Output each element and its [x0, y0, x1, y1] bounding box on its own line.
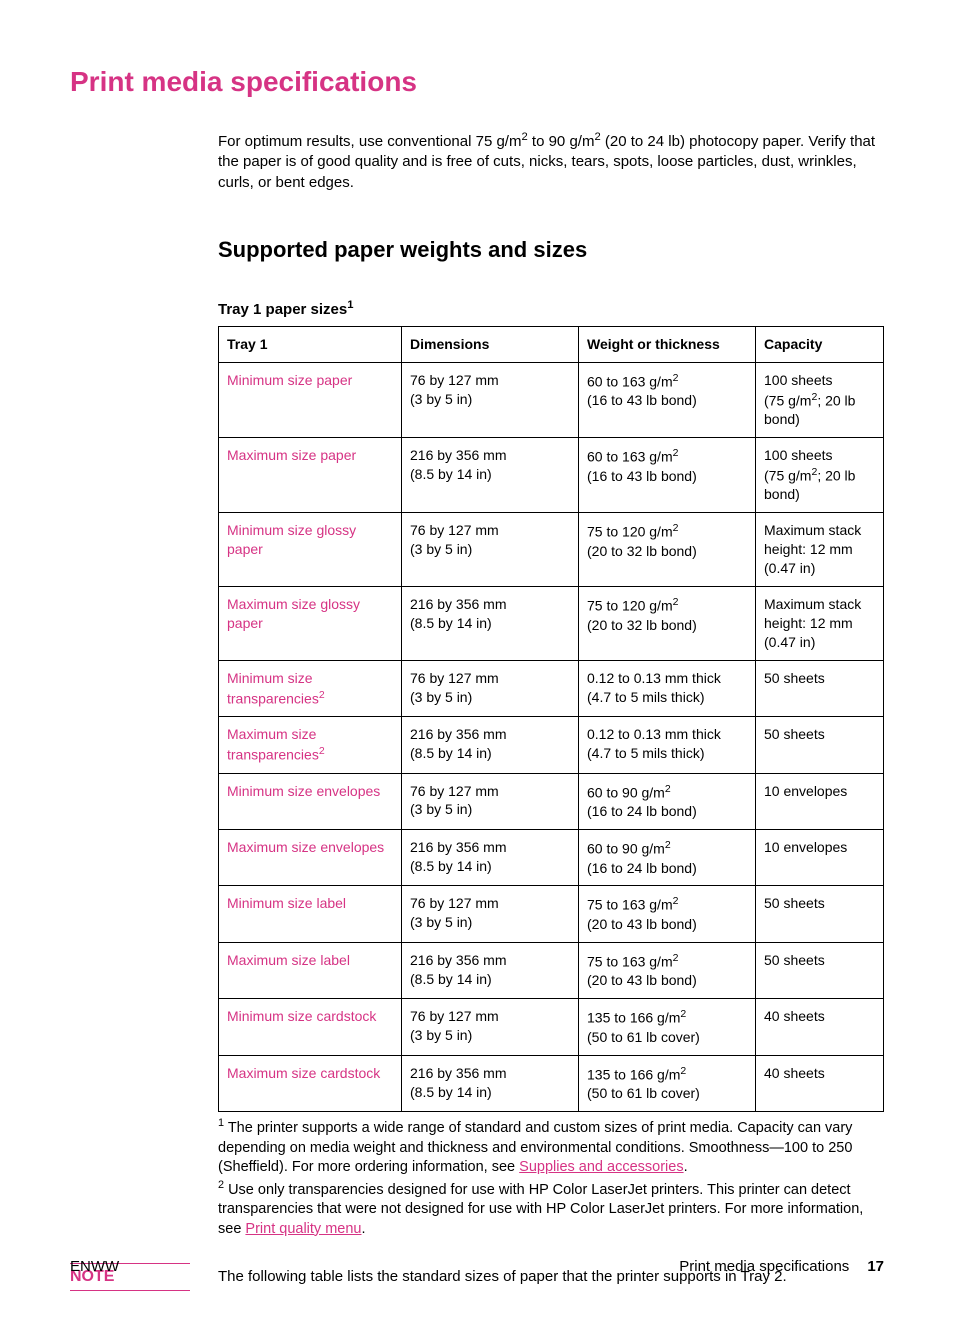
- cell-weight: 135 to 166 g/m2(50 to 61 lb cover): [579, 999, 756, 1055]
- cell-capacity: 50 sheets: [756, 717, 884, 773]
- cell-dimensions: 76 by 127 mm(3 by 5 in): [402, 773, 579, 829]
- table-row: Minimum size transparencies276 by 127 mm…: [219, 660, 884, 716]
- tray1-table: Tray 1 Dimensions Weight or thickness Ca…: [218, 326, 884, 1112]
- cell-capacity: 50 sheets: [756, 660, 884, 716]
- table-header: Tray 1: [219, 326, 402, 362]
- body-column: For optimum results, use conventional 75…: [218, 130, 884, 1239]
- table-caption: Tray 1 paper sizes1: [218, 299, 884, 318]
- cell-dimensions: 216 by 356 mm(8.5 by 14 in): [402, 586, 579, 660]
- row-label: Maximum size transparencies2: [219, 717, 402, 773]
- cell-dimensions: 76 by 127 mm(3 by 5 in): [402, 999, 579, 1055]
- cell-weight: 0.12 to 0.13 mm thick(4.7 to 5 mils thic…: [579, 717, 756, 773]
- footnote-text: .: [684, 1159, 688, 1175]
- footnote-text: .: [361, 1221, 365, 1237]
- page: Print media specifications For optimum r…: [0, 0, 954, 1331]
- cell-capacity: 10 envelopes: [756, 829, 884, 885]
- row-label: Maximum size envelopes: [219, 829, 402, 885]
- cell-dimensions: 216 by 356 mm(8.5 by 14 in): [402, 829, 579, 885]
- table-row: Maximum size paper216 by 356 mm(8.5 by 1…: [219, 437, 884, 512]
- cell-weight: 75 to 120 g/m2(20 to 32 lb bond): [579, 586, 756, 660]
- cell-dimensions: 216 by 356 mm(8.5 by 14 in): [402, 1055, 579, 1111]
- cell-weight: 75 to 120 g/m2(20 to 32 lb bond): [579, 513, 756, 587]
- row-label: Minimum size transparencies2: [219, 660, 402, 716]
- cell-weight: 75 to 163 g/m2(20 to 43 lb bond): [579, 886, 756, 942]
- cell-capacity: 100 sheets(75 g/m2; 20 lb bond): [756, 362, 884, 437]
- print-quality-link[interactable]: Print quality menu: [245, 1221, 361, 1237]
- footnote-1: 1 The printer supports a wide range of s…: [218, 1116, 884, 1178]
- page-number: 17: [867, 1258, 884, 1275]
- cell-capacity: Maximum stack height: 12 mm (0.47 in): [756, 586, 884, 660]
- page-footer: ENWW Print media specifications 17: [70, 1258, 884, 1275]
- cell-weight: 60 to 163 g/m2(16 to 43 lb bond): [579, 362, 756, 437]
- table-row: Minimum size label76 by 127 mm(3 by 5 in…: [219, 886, 884, 942]
- cell-capacity: 50 sheets: [756, 942, 884, 998]
- table-row: Minimum size paper76 by 127 mm(3 by 5 in…: [219, 362, 884, 437]
- cell-dimensions: 76 by 127 mm(3 by 5 in): [402, 660, 579, 716]
- cell-dimensions: 76 by 127 mm(3 by 5 in): [402, 362, 579, 437]
- table-row: Maximum size cardstock216 by 356 mm(8.5 …: [219, 1055, 884, 1111]
- cell-dimensions: 76 by 127 mm(3 by 5 in): [402, 886, 579, 942]
- cell-weight: 75 to 163 g/m2(20 to 43 lb bond): [579, 942, 756, 998]
- row-label: Maximum size paper: [219, 437, 402, 512]
- page-title: Print media specifications: [70, 66, 884, 98]
- footnotes: 1 The printer supports a wide range of s…: [218, 1116, 884, 1239]
- cell-weight: 60 to 90 g/m2(16 to 24 lb bond): [579, 773, 756, 829]
- row-label: Minimum size glossy paper: [219, 513, 402, 587]
- table-header-row: Tray 1 Dimensions Weight or thickness Ca…: [219, 326, 884, 362]
- cell-dimensions: 216 by 356 mm(8.5 by 14 in): [402, 437, 579, 512]
- table-header: Capacity: [756, 326, 884, 362]
- footer-right: Print media specifications 17: [679, 1258, 884, 1275]
- supplies-link[interactable]: Supplies and accessories: [519, 1159, 683, 1175]
- row-label: Maximum size cardstock: [219, 1055, 402, 1111]
- table-row: Minimum size envelopes76 by 127 mm(3 by …: [219, 773, 884, 829]
- cell-capacity: 40 sheets: [756, 1055, 884, 1111]
- cell-capacity: 100 sheets(75 g/m2; 20 lb bond): [756, 437, 884, 512]
- row-label: Minimum size envelopes: [219, 773, 402, 829]
- table-row: Minimum size glossy paper76 by 127 mm(3 …: [219, 513, 884, 587]
- table-row: Minimum size cardstock76 by 127 mm(3 by …: [219, 999, 884, 1055]
- cell-weight: 60 to 163 g/m2(16 to 43 lb bond): [579, 437, 756, 512]
- table-header: Weight or thickness: [579, 326, 756, 362]
- row-label: Maximum size glossy paper: [219, 586, 402, 660]
- footer-left: ENWW: [70, 1258, 119, 1275]
- cell-capacity: 50 sheets: [756, 886, 884, 942]
- row-label: Minimum size paper: [219, 362, 402, 437]
- footnote-2: 2 Use only transparencies designed for u…: [218, 1178, 884, 1240]
- table-header: Dimensions: [402, 326, 579, 362]
- table-row: Maximum size envelopes216 by 356 mm(8.5 …: [219, 829, 884, 885]
- cell-weight: 135 to 166 g/m2(50 to 61 lb cover): [579, 1055, 756, 1111]
- cell-dimensions: 216 by 356 mm(8.5 by 14 in): [402, 942, 579, 998]
- intro-paragraph: For optimum results, use conventional 75…: [218, 130, 884, 193]
- row-label: Minimum size label: [219, 886, 402, 942]
- table-body: Minimum size paper76 by 127 mm(3 by 5 in…: [219, 362, 884, 1112]
- section-heading: Supported paper weights and sizes: [218, 237, 884, 263]
- row-label: Maximum size label: [219, 942, 402, 998]
- table-row: Maximum size label216 by 356 mm(8.5 by 1…: [219, 942, 884, 998]
- cell-capacity: 40 sheets: [756, 999, 884, 1055]
- table-row: Maximum size glossy paper216 by 356 mm(8…: [219, 586, 884, 660]
- cell-capacity: 10 envelopes: [756, 773, 884, 829]
- cell-dimensions: 216 by 356 mm(8.5 by 14 in): [402, 717, 579, 773]
- cell-capacity: Maximum stack height: 12 mm (0.47 in): [756, 513, 884, 587]
- table-row: Maximum size transparencies2216 by 356 m…: [219, 717, 884, 773]
- cell-weight: 0.12 to 0.13 mm thick(4.7 to 5 mils thic…: [579, 660, 756, 716]
- cell-weight: 60 to 90 g/m2(16 to 24 lb bond): [579, 829, 756, 885]
- cell-dimensions: 76 by 127 mm(3 by 5 in): [402, 513, 579, 587]
- footer-section: Print media specifications: [679, 1258, 849, 1275]
- row-label: Minimum size cardstock: [219, 999, 402, 1055]
